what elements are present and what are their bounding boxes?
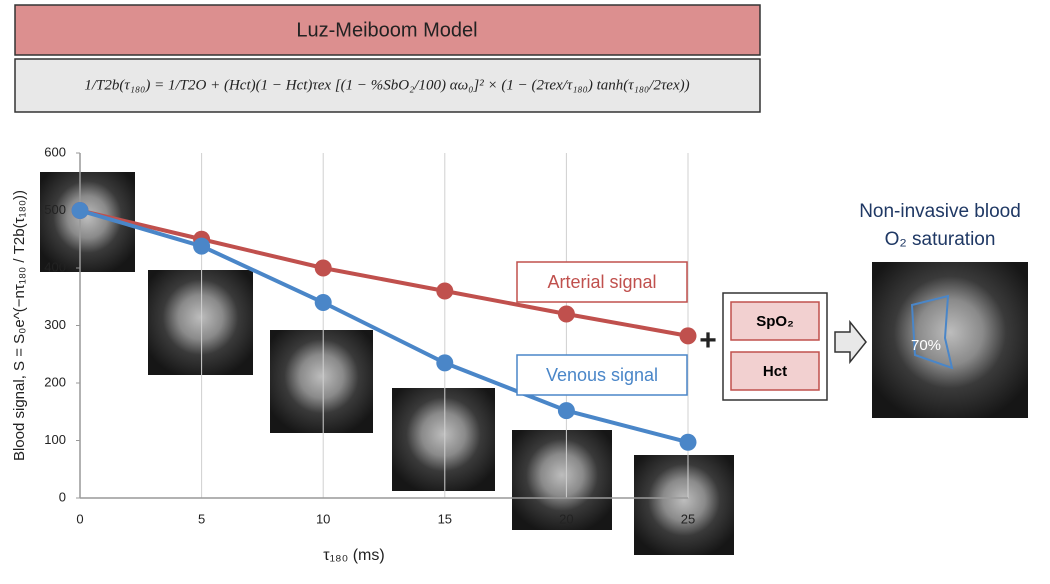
mri-image [512,430,612,530]
x-tick-label: 5 [198,511,205,526]
chart-title: Luz-Meiboom Model [296,19,477,41]
input-box [730,301,820,341]
x-tick-label: 0 [76,511,83,526]
input-label: Hct [763,363,787,380]
data-point [436,354,454,372]
data-point [557,402,575,420]
data-point [193,237,211,255]
result-value: 70% [911,337,941,354]
x-tick-label: 10 [316,511,330,526]
y-tick-label: 200 [44,374,66,389]
arrow [834,319,867,365]
series-line [79,208,689,338]
equation-box [14,58,761,113]
legend-label: Venous signal [546,365,658,385]
legend-box [516,354,688,396]
result-title: O₂ saturation [885,229,996,250]
y-tick-label: 500 [44,202,66,217]
x-tick-label: 25 [681,511,695,526]
x-tick-label: 20 [559,511,573,526]
data-point [314,259,332,277]
y-tick-label: 100 [44,432,66,447]
series-line [79,208,689,445]
input-box [730,351,820,391]
data-point [679,327,697,345]
mri-image [270,330,373,433]
data-point [557,305,575,323]
plus-sign: + [699,324,717,357]
mri-image [392,388,495,491]
mri-image [634,455,734,555]
result-title: Non-invasive blood [859,201,1021,222]
equation: 1/T2b(τ₁₈₀) = 1/T2O + (Hct)(1 − Hct)τex … [84,77,689,93]
result-image [872,262,1028,418]
y-tick-label: 300 [44,317,66,332]
y-tick-label: 400 [44,259,66,274]
data-point [679,433,697,451]
y-tick-label: 600 [44,144,66,159]
x-axis-label: τ₁₈₀ (ms) [323,547,384,564]
y-axis-label: Blood signal, S = S₀e^(−nτ₁₈₀ / T2b(τ₁₈₀… [11,190,28,461]
x-tick-label: 15 [438,511,452,526]
title-box [14,4,761,56]
data-point [314,294,332,311]
y-tick-label: 0 [59,489,66,504]
roi-outline [910,294,954,370]
data-point [436,282,454,300]
plot: 0 5 10 15 20 25 0 100 200 300 400 500 600 τ₁₈₀ (ms) Bl… [11,144,697,564]
input-label: SpO₂ [756,313,794,330]
mri-image [148,270,253,375]
data-point [71,202,89,219]
legend-label: Arterial signal [547,272,656,292]
legend-box [516,261,688,303]
